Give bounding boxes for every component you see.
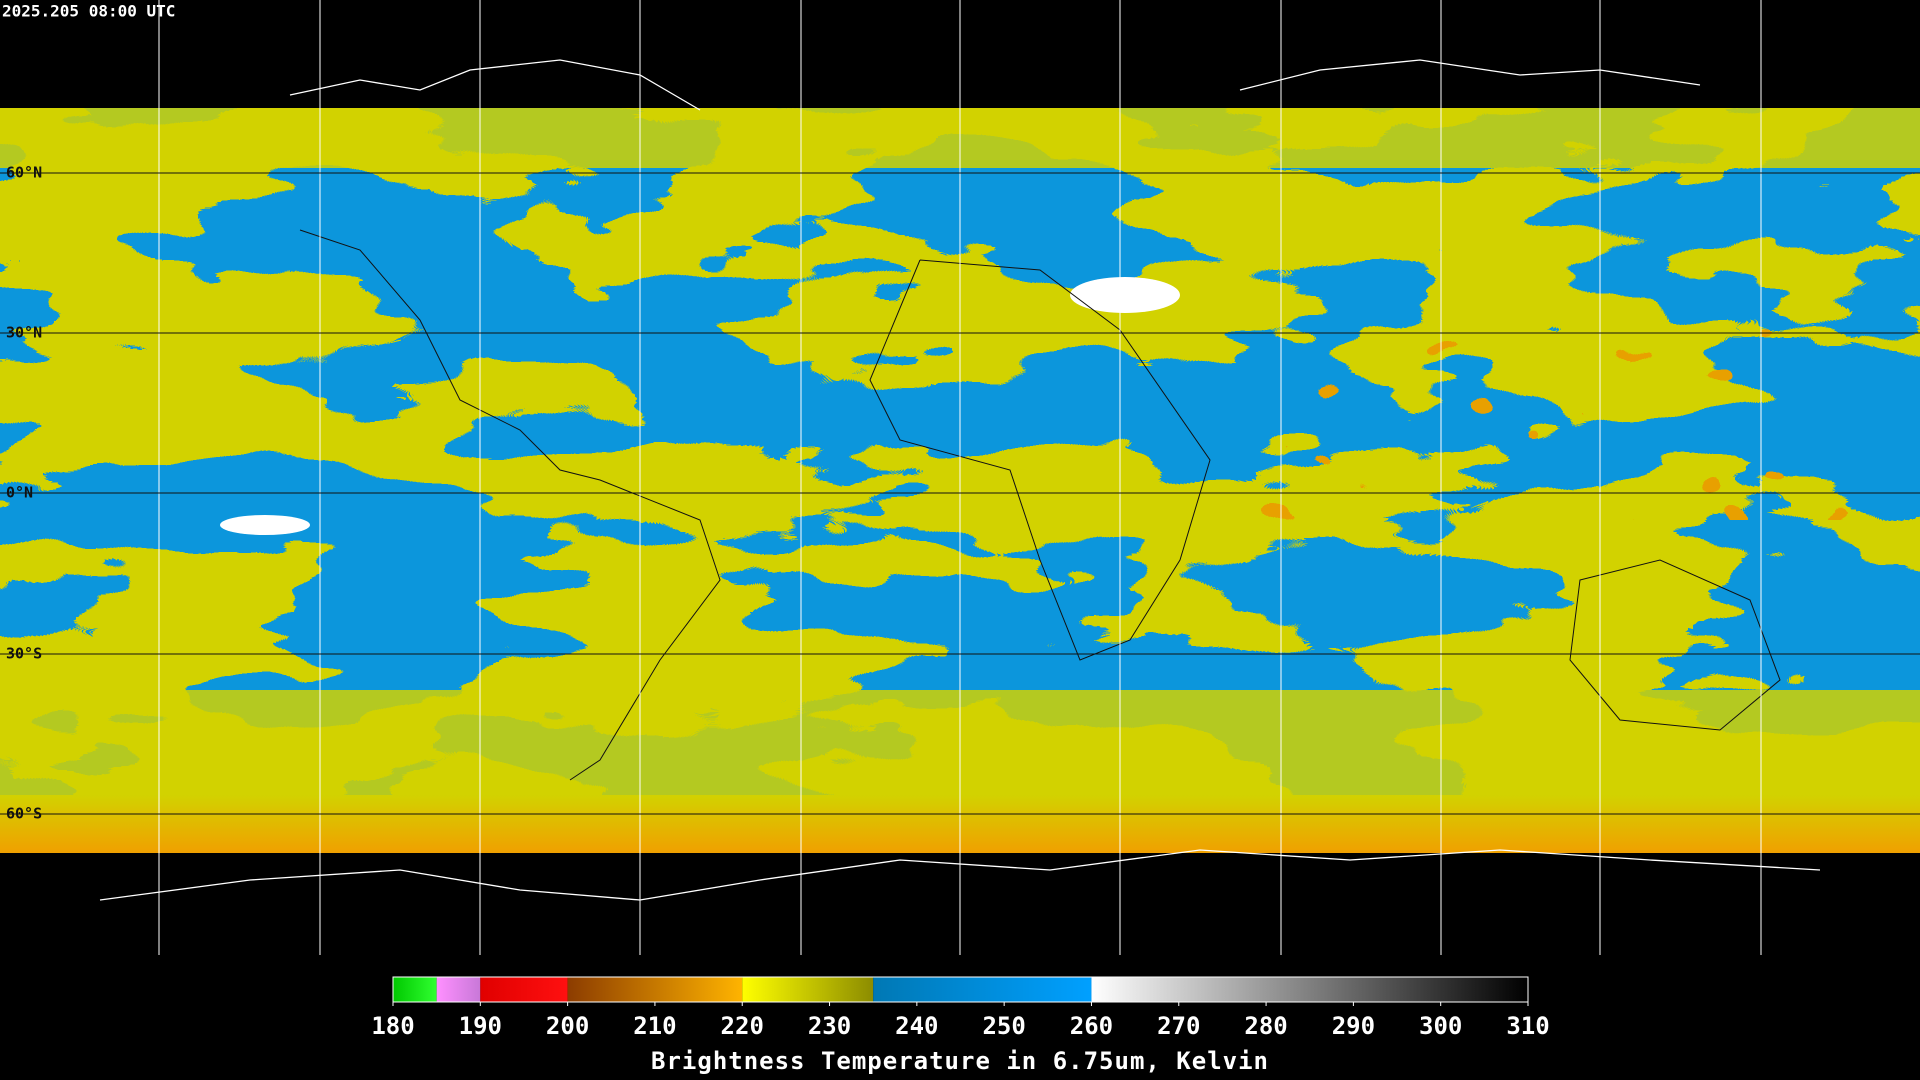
colorbar-tick-label: 310 [1506, 1012, 1549, 1040]
latitude-label: 30°N [6, 324, 42, 342]
colorbar-tick-label: 260 [1070, 1012, 1113, 1040]
colorbar-tick-label: 250 [982, 1012, 1025, 1040]
africa-outline [869, 259, 1211, 661]
colorbar-tick-label: 290 [1332, 1012, 1375, 1040]
coastline [99, 849, 1821, 901]
latitude-label: 30°S [6, 645, 42, 663]
timestamp: 2025.205 08:00 UTC [2, 2, 175, 21]
colorbar-frame [392, 976, 1529, 1003]
colorbar-tick-label: 200 [546, 1012, 589, 1040]
colorbar-segment [567, 977, 743, 1002]
colorbar-tick-label: 190 [459, 1012, 502, 1040]
continent-outlines [299, 229, 1781, 781]
colorbar-segment [742, 977, 874, 1002]
coastline [289, 59, 701, 111]
colorbar-tick-label: 270 [1157, 1012, 1200, 1040]
colorbar-title: Brightness Temperature in 6.75um, Kelvin [651, 1047, 1269, 1075]
colorbar-segment [393, 977, 437, 1002]
australia-outline [1569, 559, 1781, 731]
colorbar-tick-label: 180 [371, 1012, 414, 1040]
dry-slot [1070, 277, 1180, 313]
colorbar-segment [1091, 977, 1528, 1002]
colorbar-segment [480, 977, 568, 1002]
americas-outline [299, 229, 721, 781]
latitude-label: 0°N [6, 484, 33, 502]
graticule: 60°N 30°N 0°N 30°S 60°S [0, 0, 1920, 955]
colorbar-segment [873, 977, 1092, 1002]
colorbar-tick-label: 280 [1244, 1012, 1287, 1040]
latitude-label: 60°S [6, 805, 42, 823]
colorbar-segment [436, 977, 481, 1002]
colorbar-tick-label: 220 [721, 1012, 764, 1040]
dry-slot [220, 515, 310, 535]
latitude-label: 60°N [6, 164, 42, 182]
asia-convection [1240, 320, 1860, 520]
colorbar-tick-label: 300 [1419, 1012, 1462, 1040]
colorbar-tick-label: 210 [633, 1012, 676, 1040]
coastline [1239, 59, 1701, 91]
colorbar: 180 190 200 210 220 230 240 250 260 270 280 290 300 3… [371, 976, 1550, 1040]
colorbar-tick-label: 230 [808, 1012, 851, 1040]
colorbar-tick-label: 240 [895, 1012, 938, 1040]
